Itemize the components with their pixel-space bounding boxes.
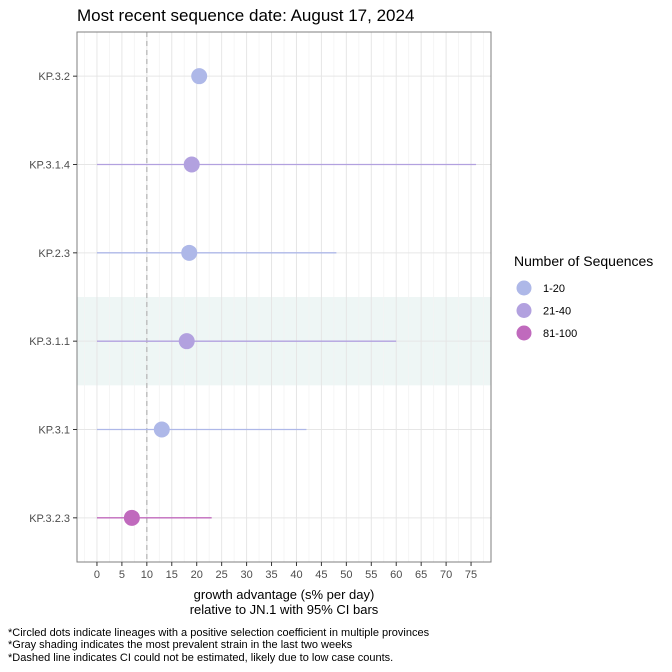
panel-border bbox=[76, 31, 492, 563]
footnote-3: *Dashed line indicates CI could not be e… bbox=[8, 652, 393, 664]
data-point bbox=[123, 509, 140, 526]
legend-swatch bbox=[516, 303, 532, 318]
x-tick-label: 10 bbox=[141, 569, 153, 581]
legend-swatch bbox=[516, 280, 532, 296]
x-tick-label: 5 bbox=[119, 569, 125, 581]
x-tick-label: 20 bbox=[191, 569, 203, 581]
legend-swatch bbox=[516, 325, 532, 341]
x-tick-label: 55 bbox=[365, 569, 377, 581]
y-tick-label: KP.3.1.1 bbox=[29, 336, 70, 348]
y-tick-label: KP.3.2 bbox=[38, 71, 70, 83]
x-tick-label: 30 bbox=[240, 569, 252, 581]
data-point bbox=[191, 68, 208, 85]
legend-title: Number of Sequences bbox=[514, 253, 653, 269]
y-tick-label: KP.3.1 bbox=[38, 425, 70, 437]
x-tick-label: 50 bbox=[340, 569, 352, 581]
x-tick-label: 35 bbox=[265, 569, 277, 581]
x-tick-label: 60 bbox=[390, 569, 402, 581]
x-axis-subtitle: relative to JN.1 with 95% CI bars bbox=[190, 602, 379, 617]
legend: 1-20 21-40 81-100 bbox=[516, 280, 577, 341]
x-tick-label: 45 bbox=[315, 569, 327, 581]
x-tick-label: 0 bbox=[94, 569, 100, 581]
footnote-1: *Circled dots indicate lineages with a p… bbox=[8, 627, 430, 639]
chart-title: Most recent sequence date: August 17, 20… bbox=[77, 6, 414, 25]
y-tick-label: KP.3.2.3 bbox=[29, 513, 70, 525]
plot-area: KP.3.2 KP.3.1.4 KP.2.3 KP.3.1.1 KP.3.1 KP.3.2… bbox=[29, 31, 492, 581]
x-tick-label: 75 bbox=[465, 569, 477, 581]
x-tick-label: 65 bbox=[415, 569, 427, 581]
x-axis-title: growth advantage (s% per day) bbox=[194, 587, 375, 602]
x-tick-label: 40 bbox=[290, 569, 302, 581]
data-point bbox=[153, 421, 170, 438]
data-point bbox=[178, 333, 195, 350]
y-tick-label: KP.2.3 bbox=[38, 248, 70, 260]
legend-label: 1-20 bbox=[543, 283, 565, 295]
legend-label: 81-100 bbox=[543, 328, 577, 340]
y-tick-label: KP.3.1.4 bbox=[29, 160, 70, 172]
data-point bbox=[181, 244, 198, 261]
x-tick-label: 15 bbox=[166, 569, 178, 581]
legend-label: 21-40 bbox=[543, 306, 571, 318]
x-tick-label: 25 bbox=[216, 569, 228, 581]
data-point bbox=[183, 156, 200, 173]
footnote-2: *Gray shading indicates the most prevale… bbox=[8, 639, 353, 651]
x-tick-label: 70 bbox=[440, 569, 452, 581]
